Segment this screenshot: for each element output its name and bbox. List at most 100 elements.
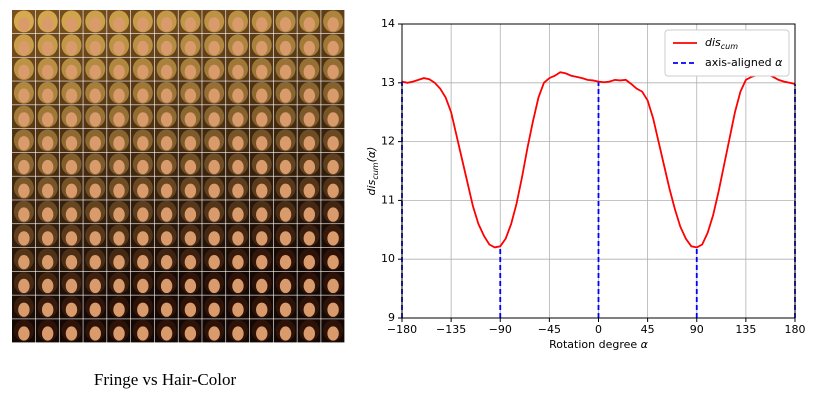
face-skin bbox=[18, 64, 30, 79]
x-tick-label: 180 bbox=[785, 323, 806, 336]
face-skin bbox=[137, 112, 149, 127]
face-skin bbox=[113, 40, 125, 56]
face-skin bbox=[41, 64, 54, 79]
face-skin bbox=[303, 17, 316, 32]
face-skin bbox=[89, 326, 101, 341]
legend-label-text: dis bbox=[705, 36, 721, 49]
face-skin bbox=[327, 112, 339, 127]
face-skin bbox=[208, 40, 220, 56]
face-skin bbox=[208, 254, 220, 270]
face-skin bbox=[184, 278, 197, 294]
face-skin bbox=[41, 136, 54, 151]
face-skin bbox=[113, 88, 125, 103]
face-skin bbox=[113, 17, 125, 32]
plot: −180 −135 −90 −45 0 45 90 135 180 9 10 11 12 13 14 Rota… bbox=[365, 17, 806, 351]
x-tick-label: 90 bbox=[690, 323, 704, 336]
face-skin bbox=[160, 40, 173, 56]
face-skin bbox=[113, 278, 125, 294]
face-skin bbox=[232, 278, 244, 294]
face-skin bbox=[256, 17, 268, 32]
face-skin bbox=[65, 183, 78, 198]
face-skin bbox=[65, 302, 78, 317]
face-skin bbox=[89, 183, 101, 198]
face-skin bbox=[327, 159, 339, 175]
face-skin bbox=[232, 159, 244, 175]
face-skin bbox=[256, 231, 268, 246]
face-skin bbox=[65, 278, 78, 294]
legend-label-symbol: α bbox=[775, 56, 783, 69]
face-skin bbox=[41, 254, 54, 270]
face-skin bbox=[137, 40, 149, 56]
face-skin bbox=[327, 40, 339, 56]
face-skin bbox=[208, 159, 220, 175]
face-skin bbox=[256, 302, 268, 317]
legend-label: axis-aligned α bbox=[705, 56, 783, 69]
legend-label-text: axis-aligned bbox=[705, 56, 775, 69]
face-skin bbox=[279, 17, 292, 32]
face-skin bbox=[113, 64, 125, 79]
face-skin bbox=[160, 326, 173, 341]
face-skin bbox=[232, 64, 244, 79]
face-skin bbox=[89, 136, 101, 151]
face-skin bbox=[208, 278, 220, 294]
face-skin bbox=[279, 183, 292, 198]
face-skin bbox=[160, 17, 173, 32]
face-skin bbox=[41, 302, 54, 317]
face-skin bbox=[184, 183, 197, 198]
y-tick-label: 13 bbox=[381, 76, 395, 89]
face-skin bbox=[65, 326, 78, 341]
face-skin bbox=[303, 207, 316, 222]
face-skin bbox=[279, 64, 292, 79]
face-skin bbox=[89, 207, 101, 222]
face-skin bbox=[184, 40, 197, 56]
x-axis-label-text: Rotation degree bbox=[549, 338, 641, 351]
face-skin bbox=[279, 207, 292, 222]
face-skin bbox=[18, 17, 30, 32]
face-skin bbox=[327, 136, 339, 151]
face-skin bbox=[18, 207, 30, 222]
x-tick-label: 45 bbox=[641, 323, 655, 336]
face-skin bbox=[137, 136, 149, 151]
face-skin bbox=[18, 302, 30, 317]
face-skin bbox=[279, 40, 292, 56]
face-skin bbox=[303, 302, 316, 317]
y-axis-label-text: dis bbox=[365, 179, 378, 195]
face-skin bbox=[137, 183, 149, 198]
face-skin bbox=[65, 207, 78, 222]
face-skin bbox=[279, 278, 292, 294]
face-skin bbox=[89, 112, 101, 127]
face-skin bbox=[208, 231, 220, 246]
data-line bbox=[401, 71, 796, 249]
face-skin bbox=[327, 326, 339, 341]
face-skin bbox=[256, 326, 268, 341]
face-skin bbox=[232, 207, 244, 222]
face-skin bbox=[160, 207, 173, 222]
face-skin bbox=[232, 40, 244, 56]
face-skin bbox=[327, 17, 339, 32]
face-skin bbox=[65, 231, 78, 246]
face-skin bbox=[160, 159, 173, 175]
face-skin bbox=[279, 159, 292, 175]
face-skin bbox=[303, 40, 316, 56]
face-skin bbox=[184, 88, 197, 103]
face-skin bbox=[184, 159, 197, 175]
face-skin bbox=[184, 231, 197, 246]
face-skin bbox=[18, 40, 30, 56]
face-skin bbox=[41, 183, 54, 198]
face-skin bbox=[113, 183, 125, 198]
face-skin bbox=[160, 64, 173, 79]
face-skin bbox=[256, 40, 268, 56]
x-tick-label: −135 bbox=[436, 323, 466, 336]
caption: Fringe vs Hair-Color bbox=[94, 370, 237, 389]
face-skin bbox=[208, 302, 220, 317]
face-skin bbox=[184, 17, 197, 32]
face-skin bbox=[303, 88, 316, 103]
face-skin bbox=[303, 254, 316, 270]
face-skin bbox=[256, 278, 268, 294]
legend-box bbox=[664, 29, 790, 77]
face-skin bbox=[18, 278, 30, 294]
face-skin bbox=[303, 64, 316, 79]
face-skin bbox=[184, 326, 197, 341]
face-skin bbox=[184, 302, 197, 317]
face-skin bbox=[303, 278, 316, 294]
